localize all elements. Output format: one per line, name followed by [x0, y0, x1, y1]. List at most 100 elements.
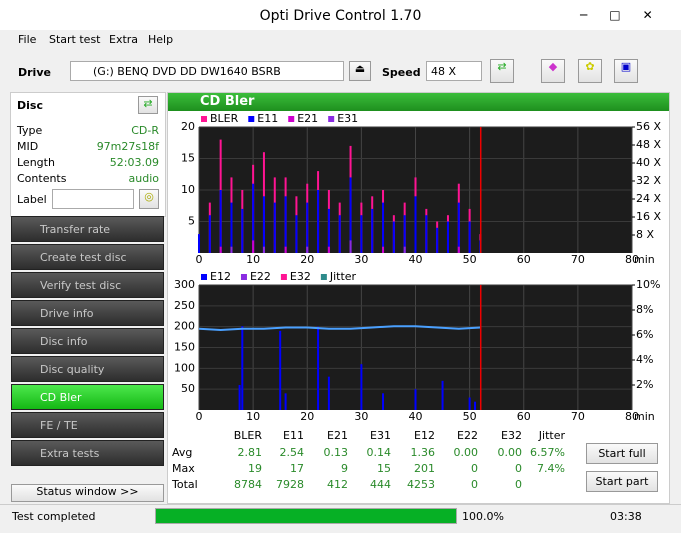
legend-label: Jitter [329, 270, 357, 283]
x-axis-label: min [634, 410, 655, 423]
legend-swatch [320, 274, 327, 280]
bar [230, 246, 233, 253]
bar [262, 246, 265, 253]
disc-key: Type [17, 124, 43, 137]
bar [468, 397, 471, 410]
x-tick-label: 0 [196, 253, 203, 266]
y2-tick-label: 8% [636, 303, 653, 316]
start-full-button[interactable]: Start full [586, 443, 658, 464]
progress-fill [156, 509, 456, 523]
x-axis-label: min [634, 253, 655, 266]
stats-cell: 8784 [234, 478, 262, 491]
elapsed-time: 03:38 [610, 510, 642, 523]
window-controls[interactable]: ─□✕ [580, 8, 675, 22]
bar [457, 246, 460, 253]
stats-header: E11 [283, 429, 304, 442]
label-caption: Label [17, 193, 47, 206]
speed-select[interactable]: 48 X [426, 61, 482, 81]
legend-label: E32 [290, 270, 311, 283]
stats-row-label: Avg [172, 446, 193, 459]
y-tick-label: 200 [174, 320, 195, 333]
legend-label: E22 [250, 270, 271, 283]
nav-button[interactable]: Verify test disc [11, 272, 164, 298]
stats-cell: 4253 [407, 478, 435, 491]
nav-button[interactable]: Transfer rate [11, 216, 164, 242]
stats-cell: 2.81 [237, 446, 263, 459]
x-tick-label: 30 [354, 253, 368, 266]
label-button[interactable]: ◎ [139, 189, 159, 209]
bar [414, 389, 417, 410]
bar [360, 215, 363, 253]
bar [252, 240, 255, 253]
stats-cell: 201 [414, 462, 435, 475]
y2-tick-label: 8 X [636, 228, 654, 241]
y2-tick-label: 40 X [636, 156, 661, 169]
x-tick-label: 0 [196, 410, 203, 423]
bar [349, 240, 352, 253]
stats-cell: 444 [370, 478, 391, 491]
disc-header: Disc [17, 99, 43, 112]
x-tick-label: 20 [300, 253, 314, 266]
stats-cell: 9 [341, 462, 348, 475]
nav-button[interactable]: Create test disc [11, 244, 164, 270]
stats-cell: 0.14 [366, 446, 392, 459]
bar [403, 215, 406, 253]
menu-item[interactable]: Extra [109, 33, 139, 46]
nav-button[interactable]: Drive info [11, 300, 164, 326]
settings-button[interactable]: ✿ [578, 59, 602, 83]
menu-item[interactable]: Start test [49, 33, 101, 46]
bar [371, 208, 374, 253]
stats-cell: 7.4% [537, 462, 565, 475]
disc-refresh[interactable]: ⇄ [138, 96, 158, 114]
x-tick-label: 80 [625, 410, 639, 423]
drive-select[interactable]: (G:) BENQ DVD DD DW1640 BSRB [70, 61, 344, 81]
disc-value: audio [128, 172, 159, 185]
y-tick-label: 20 [181, 120, 195, 133]
erase-button[interactable]: ◆ [541, 59, 565, 83]
bar [457, 202, 460, 253]
stats-header: E32 [501, 429, 522, 442]
bar [382, 202, 385, 253]
bar [474, 401, 477, 410]
bar [425, 215, 428, 253]
bar [441, 380, 444, 410]
disc-value: 97m27s18f [96, 140, 159, 153]
title-bar: Opti Drive Control 1.70 ─□✕ [0, 0, 681, 30]
stats-header: E31 [370, 429, 391, 442]
y2-tick-label: 10% [636, 278, 660, 291]
nav-button[interactable]: Extra tests [11, 440, 164, 466]
nav-button[interactable]: Disc quality [11, 356, 164, 382]
legend-label: E31 [337, 112, 358, 125]
x-tick-label: 50 [463, 410, 477, 423]
bar [279, 330, 282, 410]
legend-label: BLER [210, 112, 239, 125]
stats-header: Jitter [538, 429, 565, 442]
bar [349, 177, 352, 253]
bar [317, 190, 320, 253]
stats-cell: 0.00 [453, 446, 479, 459]
menu-item[interactable]: Help [148, 33, 174, 46]
nav-button[interactable]: FE / TE [11, 412, 164, 438]
bar [306, 202, 309, 253]
x-tick-label: 20 [300, 410, 314, 423]
x-tick-label: 60 [517, 410, 531, 423]
label-input[interactable] [52, 189, 134, 209]
stats-cell: 6.57% [530, 446, 565, 459]
y-tick-label: 10 [181, 183, 195, 196]
stats-cell: 1.36 [410, 446, 436, 459]
y2-tick-label: 4% [636, 353, 653, 366]
status-window-button[interactable]: Status window >> [11, 484, 164, 502]
nav-button[interactable]: CD Bler [11, 384, 164, 410]
nav-button[interactable]: Disc info [11, 328, 164, 354]
start-part-button[interactable]: Start part [586, 471, 658, 492]
bar [414, 196, 417, 253]
refresh-button[interactable]: ⇄ [490, 59, 514, 83]
bar [468, 221, 471, 253]
menu-item[interactable]: File [18, 33, 37, 46]
x-tick-label: 70 [571, 410, 585, 423]
bar [446, 221, 449, 253]
x-tick-label: 30 [354, 410, 368, 423]
bar [295, 215, 298, 253]
save-button[interactable]: ▣ [614, 59, 638, 83]
eject-button[interactable]: ⏏ [349, 61, 371, 81]
